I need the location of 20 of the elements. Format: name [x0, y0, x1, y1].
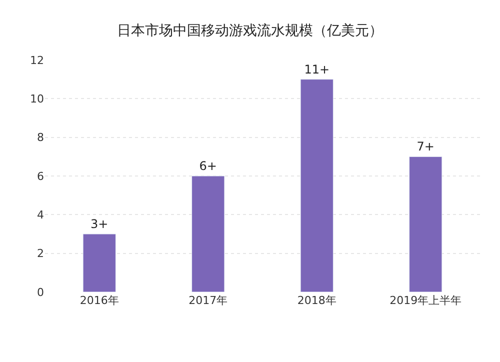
y-tick-label: 6 [37, 170, 44, 183]
y-tick-label: 12 [30, 54, 44, 67]
data-label: 6+ [199, 159, 217, 173]
x-tick-label: 2019年上半年 [390, 294, 462, 307]
y-tick-label: 8 [37, 131, 44, 144]
bar [192, 176, 225, 292]
y-tick-label: 2 [37, 247, 44, 260]
y-tick-label: 0 [37, 286, 44, 299]
bar [300, 79, 334, 292]
x-tick-label: 2016年 [80, 294, 119, 307]
x-tick-label: 2017年 [188, 294, 228, 307]
bar [409, 156, 442, 292]
bar [82, 234, 116, 292]
data-label: 7+ [416, 140, 434, 154]
y-tick-label: 4 [37, 208, 44, 222]
chart-title: 日本市场中国移动游戏流水规模（亿美元） [117, 23, 383, 40]
x-tick-label: 2018年 [297, 294, 336, 307]
y-tick-label: 10 [30, 92, 44, 106]
data-label: 11+ [304, 62, 330, 76]
data-label: 3+ [90, 217, 108, 231]
